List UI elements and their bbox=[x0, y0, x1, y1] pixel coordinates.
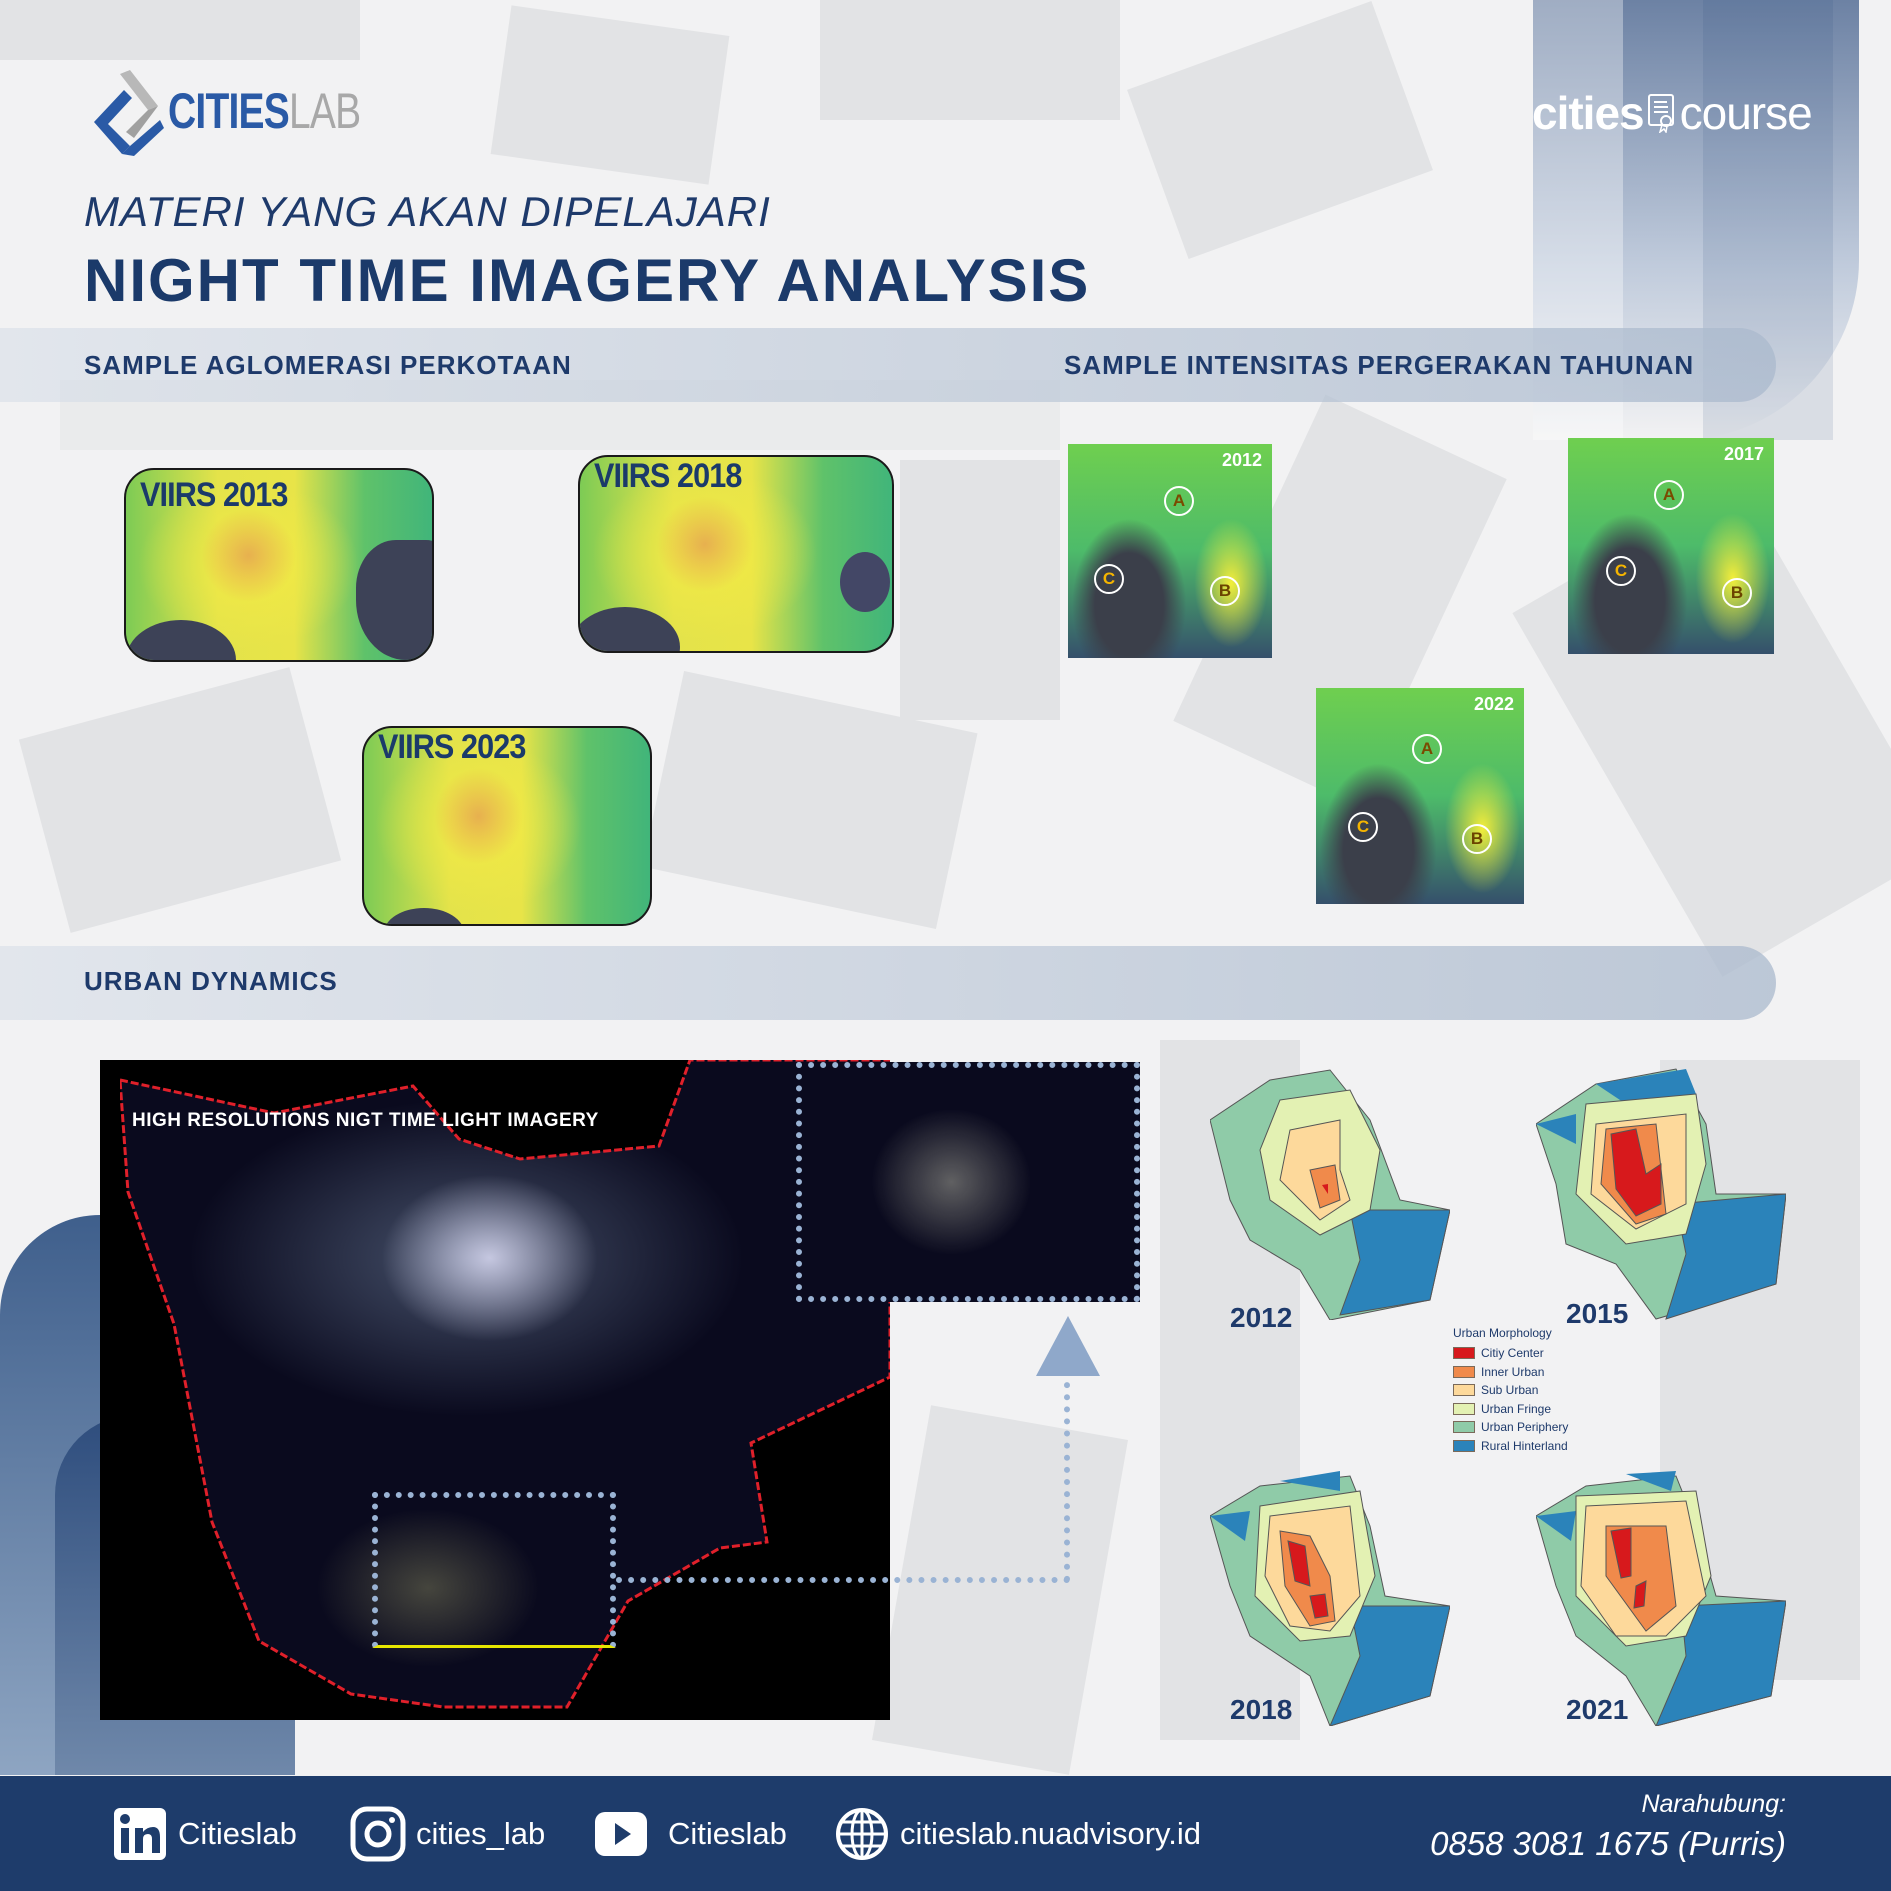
youtube-link[interactable]: Citieslab bbox=[584, 1806, 787, 1862]
legend-title: Urban Morphology bbox=[1453, 1326, 1552, 1340]
legend-item: Inner Urban bbox=[1453, 1363, 1568, 1382]
page-title: NIGHT TIME IMAGERY ANALYSIS bbox=[84, 247, 1091, 314]
morphology-year: 2018 bbox=[1230, 1694, 1293, 1725]
morphology-map-2018 bbox=[1210, 1471, 1450, 1726]
viirs-label: VIIRS 2018 bbox=[594, 457, 742, 495]
movement-map-2012: 2012 A B C bbox=[1068, 444, 1272, 658]
citieslab-logo-icon bbox=[94, 70, 164, 156]
legend-item: Urban Fringe bbox=[1453, 1400, 1568, 1419]
instagram-link[interactable]: cities_lab bbox=[350, 1806, 545, 1862]
morphology-year: 2015 bbox=[1566, 1298, 1629, 1329]
viirs-label: VIIRS 2013 bbox=[140, 476, 288, 514]
zoomed-detail-frame bbox=[796, 1062, 1140, 1302]
point-b-marker: B bbox=[1722, 578, 1752, 608]
website-link[interactable]: citieslab.nuadvisory.id bbox=[834, 1806, 1201, 1862]
logo-text-main: CITIES bbox=[168, 83, 290, 139]
footer: Citieslab cities_lab Citieslab citieslab… bbox=[0, 1776, 1891, 1891]
point-a-marker: A bbox=[1164, 486, 1194, 516]
point-c-marker: C bbox=[1348, 812, 1378, 842]
morphology-year: 2012 bbox=[1230, 1302, 1293, 1333]
viirs-label: VIIRS 2023 bbox=[378, 728, 526, 766]
legend-item: Rural Hinterland bbox=[1453, 1437, 1568, 1456]
youtube-handle: Citieslab bbox=[668, 1816, 787, 1851]
morphology-legend: Urban Morphology Citiy Center Inner Urba… bbox=[1453, 1326, 1568, 1455]
globe-icon bbox=[836, 1808, 888, 1860]
point-b-marker: B bbox=[1210, 576, 1240, 606]
section-title-intensitas: SAMPLE INTENSITAS PERGERAKAN TAHUNAN bbox=[1064, 350, 1695, 380]
night-time-light-map bbox=[100, 1060, 890, 1720]
morphology-map-2015 bbox=[1536, 1068, 1786, 1320]
viirs-map-2018: VIIRS 2018 bbox=[578, 455, 894, 653]
certificate-icon bbox=[1647, 94, 1674, 133]
morphology-map-2012 bbox=[1210, 1069, 1450, 1320]
movement-year: 2017 bbox=[1723, 444, 1764, 464]
youtube-icon bbox=[595, 1812, 647, 1856]
section-title-urban-dynamics: URBAN DYNAMICS bbox=[84, 966, 338, 996]
website-url: citieslab.nuadvisory.id bbox=[900, 1816, 1201, 1851]
arrow-up-icon bbox=[1036, 1316, 1100, 1376]
instagram-handle: cities_lab bbox=[416, 1816, 546, 1851]
page-subtitle: MATERI YANG AKAN DIPELAJARI bbox=[84, 188, 771, 235]
point-a-marker: A bbox=[1654, 480, 1684, 510]
connector-line bbox=[616, 1577, 1070, 1583]
contact-label: Narahubung: bbox=[1641, 1790, 1786, 1818]
linkedin-link[interactable]: Citieslab bbox=[112, 1806, 297, 1862]
connector-line bbox=[1064, 1370, 1070, 1582]
region-boundary bbox=[120, 1060, 890, 1709]
legend-item: Urban Periphery bbox=[1453, 1418, 1568, 1437]
point-c-marker: C bbox=[1606, 556, 1636, 586]
morphology-map-2021 bbox=[1536, 1471, 1786, 1726]
point-b-marker: B bbox=[1462, 824, 1492, 854]
contact-info: Narahubung: 0858 3081 1675 (Purris) bbox=[1430, 1790, 1786, 1863]
instagram-icon bbox=[350, 1806, 406, 1862]
selection-frame bbox=[372, 1492, 616, 1648]
point-c-marker: C bbox=[1094, 564, 1124, 594]
contact-phone[interactable]: 0858 3081 1675 (Purris) bbox=[1430, 1825, 1786, 1862]
logo-text-accent: LAB bbox=[289, 83, 361, 139]
section-bar-urban-dynamics bbox=[0, 946, 1776, 1020]
linkedin-handle: Citieslab bbox=[178, 1816, 297, 1851]
legend-item: Citiy Center bbox=[1453, 1344, 1568, 1363]
movement-map-2017: 2017 A B C bbox=[1568, 438, 1774, 654]
night-light-label: HIGH RESOLUTIONS NIGT TIME LIGHT IMAGERY bbox=[132, 1110, 599, 1131]
movement-year: 2022 bbox=[1473, 694, 1514, 714]
course-logo-right: course bbox=[1679, 87, 1813, 139]
viirs-map-2013: VIIRS 2013 bbox=[124, 468, 434, 662]
section-bar-samples bbox=[0, 328, 1776, 402]
point-a-marker: A bbox=[1412, 734, 1442, 764]
morphology-year: 2021 bbox=[1566, 1694, 1629, 1725]
legend-item: Sub Urban bbox=[1453, 1381, 1568, 1400]
section-title-aglomerasi: SAMPLE AGLOMERASI PERKOTAAN bbox=[84, 350, 572, 380]
linkedin-icon bbox=[114, 1808, 166, 1860]
movement-map-2022: 2022 A B C bbox=[1316, 688, 1524, 904]
citieslab-logo: CITIESLAB bbox=[90, 66, 415, 156]
viirs-map-2023: VIIRS 2023 bbox=[362, 726, 652, 926]
citiescourse-logo: cities course bbox=[1532, 86, 1813, 140]
course-logo-left: cities bbox=[1532, 87, 1645, 139]
movement-year: 2012 bbox=[1221, 450, 1262, 470]
